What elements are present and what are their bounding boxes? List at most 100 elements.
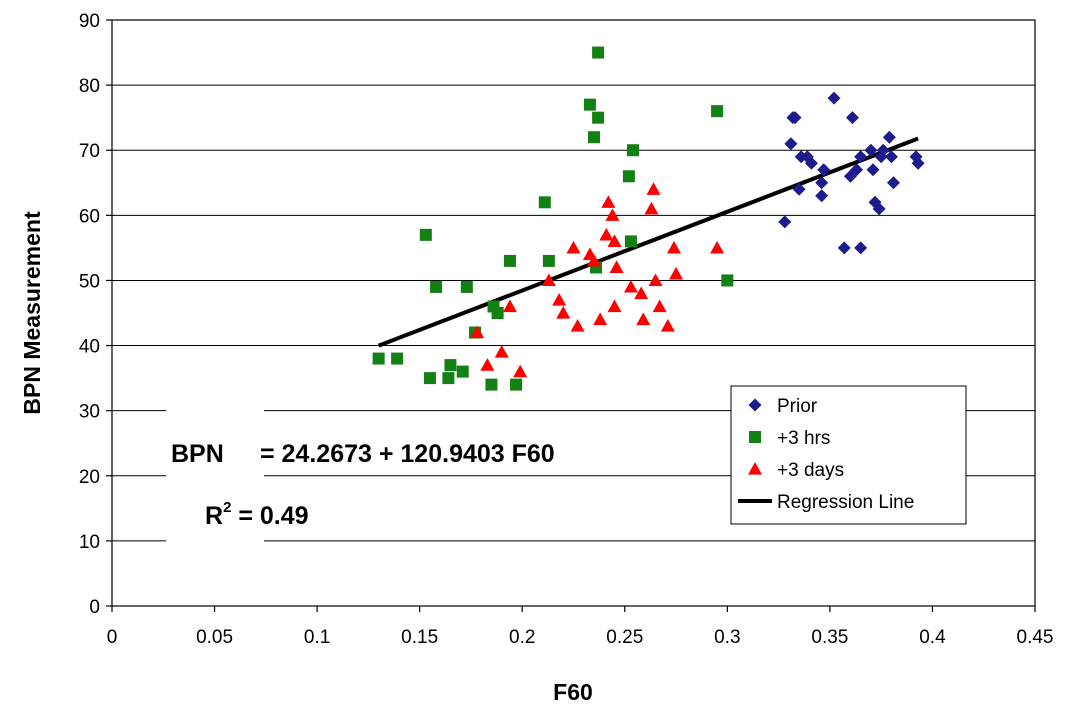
point-3-days (494, 345, 509, 358)
regression-layer (377, 136, 919, 348)
x-axis-title: F60 (553, 679, 593, 705)
x-tick-label: 0.15 (401, 627, 438, 648)
point-prior (817, 163, 831, 177)
point-prior (854, 150, 868, 164)
point-3-days (636, 312, 651, 326)
x-tick-label: 0.05 (196, 627, 233, 648)
r2-value: = 0.49 (231, 502, 308, 530)
x-tick-label: 0.35 (811, 627, 848, 648)
point-3-hrs (624, 235, 637, 248)
equation-annotation: BPN = 24.2673 + 120.9403 F60 R2 = 0.49 (166, 405, 555, 575)
point-3-days (605, 208, 620, 221)
point-prior (792, 182, 806, 196)
point-3-days (587, 253, 602, 267)
point-3-days (566, 240, 581, 254)
x-tick-label: 0.45 (1017, 627, 1054, 648)
legend-marker-3-days (748, 462, 762, 475)
point-prior (837, 241, 851, 255)
point-3-hrs (485, 378, 498, 391)
y-tick-label: 90 (79, 11, 100, 32)
legend-label-3-hrs: +3 hrs (777, 428, 830, 449)
x-tick-label: 0 (107, 627, 118, 648)
point-3-days (609, 260, 624, 274)
point-3-hrs (460, 280, 473, 293)
equation-backdrop (166, 405, 264, 575)
x-tick-label: 0.25 (606, 627, 643, 648)
point-prior (784, 137, 798, 151)
x-tick-label: 0.3 (714, 627, 740, 648)
point-3-days (513, 364, 528, 378)
point-3-days (667, 240, 682, 254)
y-tick-label: 10 (79, 532, 100, 553)
point-prior (882, 130, 896, 144)
data-points (372, 46, 925, 391)
y-tick-label: 70 (79, 141, 100, 162)
point-3-hrs (588, 131, 601, 144)
point-prior (864, 143, 878, 157)
point-3-hrs (721, 274, 734, 287)
point-3-days (648, 273, 663, 287)
y-tick-label: 60 (79, 206, 100, 227)
point-prior (876, 143, 890, 157)
point-3-hrs (711, 105, 724, 118)
point-3-days (669, 266, 684, 280)
point-3-days (660, 319, 675, 332)
point-prior (886, 176, 900, 190)
y-tick-label: 0 (89, 597, 100, 618)
r2-label: R2 = 0.49 (205, 499, 309, 530)
point-3-days (470, 325, 485, 339)
y-tick-label: 30 (79, 402, 100, 423)
y-axis-title: BPN Measurement (19, 211, 45, 415)
x-tick-label: 0.2 (509, 627, 535, 648)
point-prior (788, 111, 802, 125)
point-3-days (502, 299, 517, 313)
point-3-hrs (391, 352, 404, 365)
point-prior (778, 215, 792, 229)
point-3-days (552, 292, 567, 306)
point-3-days (607, 299, 622, 313)
point-3-hrs (423, 372, 436, 385)
point-3-days (646, 182, 661, 195)
point-prior (866, 163, 880, 177)
point-prior (827, 91, 841, 105)
equation-rhs: = 24.2673 + 120.9403 F60 (260, 440, 555, 468)
point-3-hrs (538, 196, 551, 209)
point-prior (845, 111, 859, 125)
legend-marker-3-hrs (749, 431, 761, 443)
point-prior (854, 241, 868, 255)
axes: 0 10 20 30 40 50 60 70 80 90 0 0.05 0.1 0.15 0.2 0.25 0.… (79, 11, 1054, 648)
point-3-hrs (592, 111, 605, 124)
point-3-hrs (491, 307, 504, 319)
point-3-days (607, 234, 622, 247)
point-3-hrs (510, 378, 523, 391)
point-3-hrs (622, 170, 635, 183)
r2-prefix: R (205, 502, 223, 530)
point-3-days (556, 306, 571, 319)
point-3-days (593, 312, 608, 326)
point-3-days (480, 358, 495, 371)
point-prior (815, 176, 829, 190)
point-3-days (644, 201, 659, 215)
point-3-hrs (372, 352, 385, 365)
equation-lhs: BPN (171, 440, 224, 468)
y-tick-label: 50 (79, 271, 100, 292)
legend-label-regression: Regression Line (777, 492, 914, 513)
point-prior (804, 156, 818, 170)
point-3-days (541, 273, 556, 287)
point-prior (850, 163, 864, 177)
point-3-hrs (626, 144, 639, 157)
point-3-hrs (430, 280, 443, 293)
point-3-hrs (542, 254, 555, 267)
r2-superscript: 2 (223, 499, 231, 516)
x-tick-label: 0.4 (919, 627, 946, 648)
regression-line (377, 136, 919, 348)
point-3-days (652, 299, 667, 313)
y-tick-label: 20 (79, 467, 100, 488)
y-tick-label: 40 (79, 337, 100, 358)
point-3-hrs (442, 372, 455, 385)
legend-marker-prior (748, 398, 762, 412)
legend-label-prior: Prior (777, 396, 818, 417)
point-3-days (623, 279, 638, 293)
